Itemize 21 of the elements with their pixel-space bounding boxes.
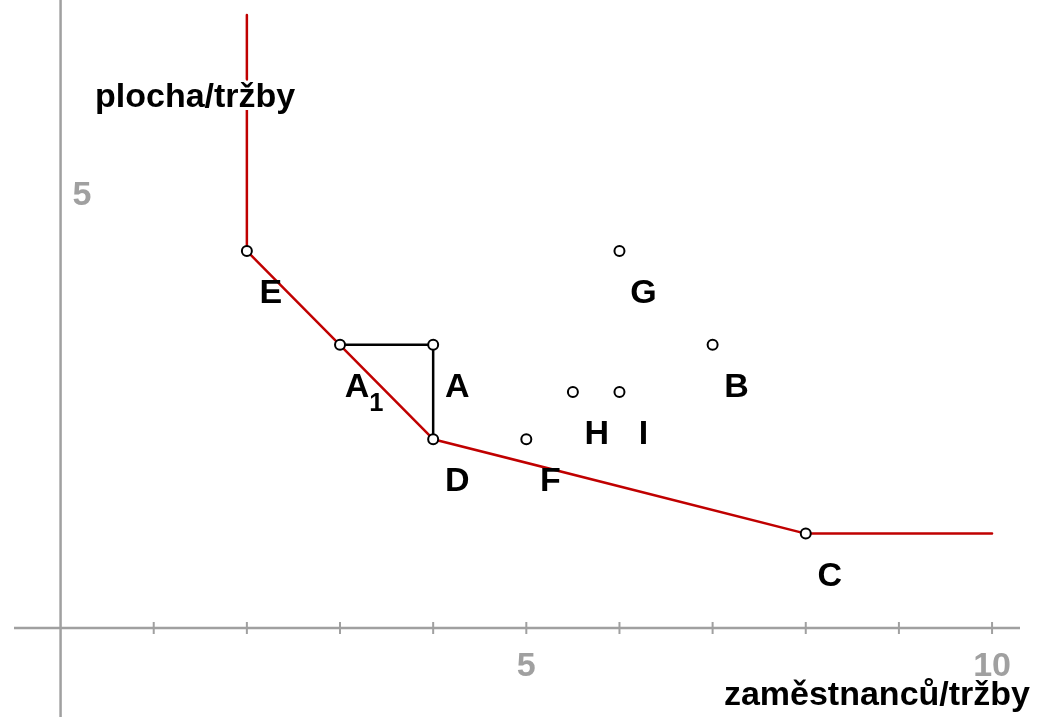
- annotation: F: [539, 460, 561, 499]
- point: [613, 245, 626, 258]
- point: [427, 338, 440, 351]
- annotation: H: [584, 412, 610, 451]
- annotation: B: [724, 365, 749, 404]
- annotation: G: [630, 272, 657, 311]
- annotation: E: [259, 272, 283, 311]
- point: [706, 338, 719, 351]
- point: [613, 386, 626, 398]
- annotation: 5: [72, 174, 92, 212]
- point: [566, 386, 579, 398]
- point: [240, 245, 253, 258]
- annotation: C: [817, 554, 843, 593]
- annotation: I: [638, 412, 649, 451]
- annotation: A$_{1}$: [344, 365, 384, 416]
- annotation: A: [444, 365, 470, 404]
- point: [427, 433, 440, 446]
- annotation: D: [444, 460, 470, 499]
- point: [799, 527, 812, 540]
- point: [520, 433, 533, 446]
- point: [334, 338, 347, 351]
